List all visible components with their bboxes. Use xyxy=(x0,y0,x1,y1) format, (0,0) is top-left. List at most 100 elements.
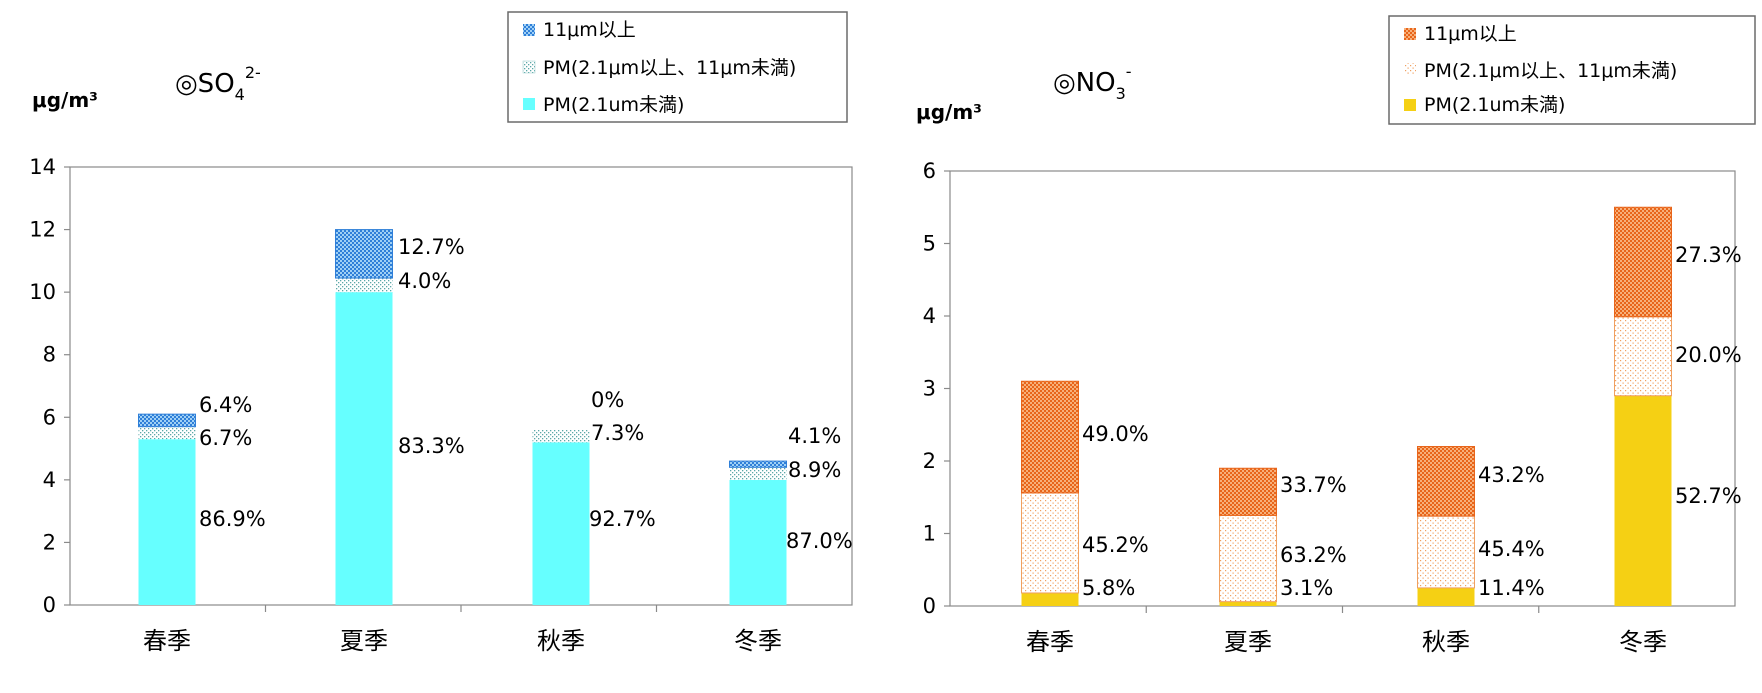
chart-no3-title-sup: - xyxy=(1126,62,1132,81)
data-label: 4.1% xyxy=(788,424,841,448)
data-label: 52.7% xyxy=(1675,484,1742,508)
data-label: 83.3% xyxy=(398,434,465,458)
bar-segment xyxy=(1614,206,1672,318)
data-label: 5.8% xyxy=(1082,576,1135,600)
data-label: 0% xyxy=(591,388,624,412)
y-tick-label: 6 xyxy=(43,405,56,429)
bar-segment xyxy=(1021,592,1079,606)
legend-label-medium: PM(2.1μm以上、11μm未満) xyxy=(543,57,796,79)
y-tick-label: 5 xyxy=(923,232,936,256)
chart-so4-ylabel: μg/m³ xyxy=(32,88,98,112)
x-tick-label: 夏季 xyxy=(1224,628,1272,656)
bar-segment xyxy=(532,429,590,443)
chart-so4-legend: 11μm以上 PM(2.1μm以上、11μm未満) PM(2.1um未満) xyxy=(507,11,848,123)
y-tick-label: 4 xyxy=(43,468,56,492)
bar-segment xyxy=(532,442,590,605)
legend-label-fine: PM(2.1um未満) xyxy=(1424,94,1565,116)
x-tick-label: 冬季 xyxy=(1619,628,1667,656)
data-label: 45.4% xyxy=(1478,537,1545,561)
x-tick-label: 春季 xyxy=(143,627,191,655)
bar-segment xyxy=(729,460,787,468)
y-tick-label: 3 xyxy=(923,377,936,401)
chart-so4-title-main: ◎SO xyxy=(175,69,235,99)
x-tick-label: 春季 xyxy=(1026,628,1074,656)
data-label: 43.2% xyxy=(1478,463,1545,487)
legend-swatch-medium xyxy=(1404,63,1416,75)
chart-no3-ylabel: μg/m³ xyxy=(916,100,982,124)
bar-segment xyxy=(1219,467,1277,516)
y-tick-label: 12 xyxy=(29,218,56,242)
chart-so4-axes: 0 2 4 6 8 10 12 14 春季 夏季 秋季 冬季 xyxy=(29,155,782,655)
legend-swatch-fine xyxy=(523,98,535,110)
chart-no3-legend: 11μm以上 PM(2.1μm以上、11μm未満) PM(2.1um未満) xyxy=(1388,15,1756,125)
x-tick-label: 秋季 xyxy=(537,627,585,655)
bar-segment xyxy=(1219,514,1277,603)
bar-segment xyxy=(138,426,196,440)
chart-so4-plot-area xyxy=(69,166,853,606)
legend-swatch-medium xyxy=(522,60,536,74)
legend-swatch-fine xyxy=(1404,99,1416,111)
legend-swatch-coarse xyxy=(1404,28,1416,40)
chart-so4-title-sub: 4 xyxy=(235,85,245,104)
bar-segment xyxy=(1021,380,1079,494)
data-label: 11.4% xyxy=(1478,576,1545,600)
chart-so4-title-sup: 2- xyxy=(245,63,261,82)
y-tick-label: 10 xyxy=(29,280,56,304)
bar-segment xyxy=(1614,395,1672,606)
bar-segment xyxy=(138,439,196,605)
bar-segment xyxy=(1417,587,1475,606)
y-tick-label: 2 xyxy=(923,449,936,473)
data-label: 92.7% xyxy=(589,507,656,531)
data-label: 4.0% xyxy=(398,269,451,293)
chart-so4: μg/m³ ◎SO42- 11μm以上 PM(2.1μm以上、11μm未満) P… xyxy=(29,11,853,655)
chart-no3-title-main: ◎NO xyxy=(1053,68,1116,98)
data-label: 27.3% xyxy=(1675,243,1742,267)
bar-segment xyxy=(335,292,393,605)
data-label: 63.2% xyxy=(1280,543,1347,567)
chart-no3-data-labels: 5.8% 45.2% 49.0% 3.1% 63.2% 33.7% 11.4% 45.4% 43… xyxy=(1082,243,1742,600)
bar-segment xyxy=(335,278,393,293)
y-tick-label: 14 xyxy=(29,155,56,179)
bar-segment xyxy=(1614,316,1672,397)
data-label: 12.7% xyxy=(398,235,465,259)
data-label: 86.9% xyxy=(199,507,266,531)
x-tick-label: 冬季 xyxy=(734,627,782,655)
bar-segment xyxy=(1219,601,1277,606)
chart-no3-title-sub: 3 xyxy=(1116,84,1126,103)
x-tick-label: 夏季 xyxy=(340,627,388,655)
y-tick-label: 4 xyxy=(923,304,936,328)
x-tick-label: 秋季 xyxy=(1422,628,1470,656)
legend-box xyxy=(507,11,848,123)
chart-no3-title: ◎NO3- xyxy=(1053,62,1132,103)
data-label: 6.4% xyxy=(199,393,252,417)
chart-so4-data-labels: 86.9% 6.7% 6.4% 83.3% 4.0% 12.7% 92.7% 7.3% 0% 87… xyxy=(199,235,853,553)
chart-no3: μg/m³ ◎NO3- 11μm以上 PM(2.1μm以上、11μm未満) PM… xyxy=(916,15,1756,656)
legend-box xyxy=(1388,15,1756,125)
y-tick-label: 6 xyxy=(923,159,936,183)
data-label: 87.0% xyxy=(786,529,853,553)
data-label: 33.7% xyxy=(1280,473,1347,497)
legend-label-medium: PM(2.1μm以上、11μm未満) xyxy=(1424,60,1677,82)
y-tick-label: 0 xyxy=(43,593,56,617)
legend-label-fine: PM(2.1um未満) xyxy=(543,94,684,116)
y-tick-label: 0 xyxy=(923,594,936,618)
chart-so4-title: ◎SO42- xyxy=(175,63,261,104)
y-tick-label: 8 xyxy=(43,343,56,367)
bar-segment xyxy=(1417,446,1475,517)
data-label: 8.9% xyxy=(788,458,841,482)
chart-no3-bars xyxy=(1021,206,1672,606)
legend-label-coarse: 11μm以上 xyxy=(1424,23,1517,45)
y-tick-label: 2 xyxy=(43,530,56,554)
legend-label-coarse: 11μm以上 xyxy=(543,19,636,41)
data-label: 7.3% xyxy=(591,421,644,445)
chart-no3-axes: 0 1 2 3 4 5 6 春季 夏季 秋季 冬季 xyxy=(923,159,1667,656)
data-label: 49.0% xyxy=(1082,422,1149,446)
legend-swatch-coarse xyxy=(523,24,535,36)
bar-segment xyxy=(729,479,787,605)
y-tick-label: 1 xyxy=(923,522,936,546)
data-label: 3.1% xyxy=(1280,576,1333,600)
chart-so4-bars xyxy=(138,229,787,605)
bar-segment xyxy=(138,413,196,428)
data-label: 45.2% xyxy=(1082,533,1149,557)
